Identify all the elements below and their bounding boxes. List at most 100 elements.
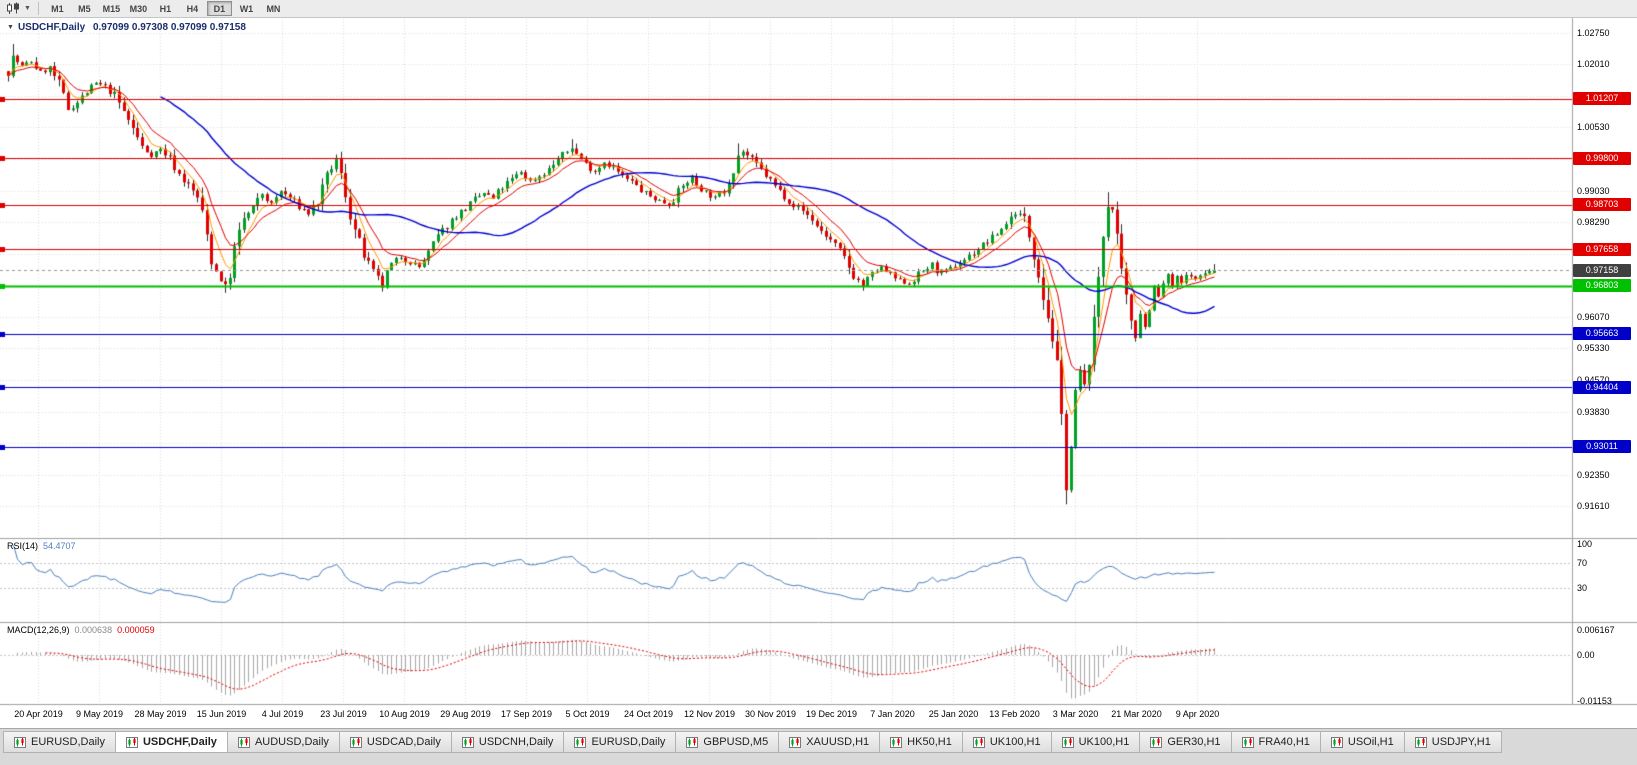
date-axis-tick: 7 Jan 2020 xyxy=(870,709,915,719)
chart-tab-icon xyxy=(237,736,250,748)
chart-tab-5[interactable]: EURUSD,Daily xyxy=(564,731,677,753)
chart-tab-icon xyxy=(461,736,474,748)
macd-axis-tick: 0.006167 xyxy=(1577,625,1615,636)
chart-tab-10[interactable]: UK100,H1 xyxy=(1051,731,1141,753)
timeframe-button-h1[interactable]: H1 xyxy=(159,3,172,14)
chart-tab-8[interactable]: HK50,H1 xyxy=(880,731,963,753)
price-level-badge-099800: 0.99800 xyxy=(1573,151,1631,165)
chart-tab-0[interactable]: EURUSD,Daily xyxy=(3,731,116,753)
date-axis-tick: 17 Sep 2019 xyxy=(500,709,553,719)
price-chart-canvas[interactable] xyxy=(0,0,1637,728)
timeframe-button-group: M1 M5 M15 M30 H1 H4 D1 W1 MN xyxy=(44,1,287,16)
chart-tab-label: XAUUSD,H1 xyxy=(806,736,870,748)
chart-tab-icon xyxy=(686,736,699,748)
macd-axis-tick: 0.00 xyxy=(1577,650,1595,660)
price-axis-tick: 0.99030 xyxy=(1577,185,1610,196)
date-axis-tick: 23 Jul 2019 xyxy=(320,709,367,719)
date-axis-tick: 9 Apr 2020 xyxy=(1175,709,1220,719)
price-axis-tick: 1.02010 xyxy=(1577,59,1610,70)
chart-tab-label: USDCHF,Daily xyxy=(142,736,217,748)
candlestick-chart-icon[interactable] xyxy=(4,1,23,17)
date-axis-tick: 12 Nov 2019 xyxy=(683,709,736,719)
chart-tab-icon xyxy=(1414,736,1427,748)
chevron-down-icon[interactable]: ▼ xyxy=(24,5,31,12)
timeframe-button-mn[interactable]: MN xyxy=(266,3,281,14)
chart-tab-label: GBPUSD,M5 xyxy=(703,736,769,748)
date-axis-tick: 24 Oct 2019 xyxy=(623,709,674,719)
date-axis-tick: 19 Dec 2019 xyxy=(805,709,858,719)
date-axis-tick: 30 Nov 2019 xyxy=(744,709,797,719)
date-axis-tick: 25 Jan 2020 xyxy=(928,709,979,719)
macd-axis-tick: -0.01153 xyxy=(1577,696,1612,707)
price-axis-tick: 0.95330 xyxy=(1577,343,1610,354)
price-level-badge-095663: 0.95663 xyxy=(1573,327,1631,341)
chart-tab-2[interactable]: AUDUSD,Daily xyxy=(227,731,340,753)
rsi-value: 54.4707 xyxy=(43,541,76,551)
chart-tab-14[interactable]: USDJPY,H1 xyxy=(1404,731,1502,753)
date-axis-tick: 20 Apr 2019 xyxy=(14,709,63,719)
rsi-name: RSI(14) xyxy=(7,541,39,551)
chart-tab-label: USDJPY,H1 xyxy=(1431,736,1491,748)
price-level-badge-098703: 0.98703 xyxy=(1573,198,1631,212)
date-axis-tick: 15 Jun 2019 xyxy=(196,709,247,719)
chart-tab-3[interactable]: USDCAD,Daily xyxy=(339,731,452,753)
toolbar: ▼ M1 M5 M15 M30 H1 H4 D1 W1 MN xyxy=(0,0,1637,18)
price-axis-tick: 1.02750 xyxy=(1577,28,1610,38)
current-price-badge: 0.97158 xyxy=(1573,263,1631,277)
chart-tab-icon xyxy=(890,736,903,748)
chart-tab-icon xyxy=(574,736,587,748)
chart-tab-bar: EURUSD,Daily USDCHF,Daily AUDUSD,Daily USDC… xyxy=(0,728,1637,765)
chart-tab-9[interactable]: UK100,H1 xyxy=(962,731,1052,753)
symbol-period-label: USDCHF,Daily xyxy=(17,22,86,33)
chart-tab-12[interactable]: FRA40,H1 xyxy=(1231,731,1321,753)
macd-name: MACD(12,26,9) xyxy=(7,625,70,635)
ohlc-values: 0.97099 0.97308 0.97099 0.97158 xyxy=(92,22,246,33)
chart-tab-label: USDCAD,Daily xyxy=(366,736,441,748)
macd-signal-value: 0.000059 xyxy=(117,625,155,635)
rsi-axis-tick: 30 xyxy=(1577,582,1588,593)
chart-tab-label: UK100,H1 xyxy=(1078,736,1130,748)
chart-tab-icon xyxy=(1061,736,1074,748)
timeframe-button-h4[interactable]: H4 xyxy=(186,3,199,14)
chart-tab-label: GER30,H1 xyxy=(1167,736,1221,748)
chart-tab-4[interactable]: USDCNH,Daily xyxy=(451,731,565,753)
price-axis-tick: 0.98290 xyxy=(1577,217,1610,228)
chart-tab-icon xyxy=(789,736,802,748)
price-level-badge-097658: 0.97658 xyxy=(1573,242,1631,256)
price-level-badge-093011: 0.93011 xyxy=(1573,440,1631,454)
chart-tab-icon xyxy=(14,736,26,748)
macd-main-value: 0.000638 xyxy=(74,625,113,635)
chart-tab-label: EURUSD,Daily xyxy=(31,736,105,748)
timeframe-button-m30[interactable]: M30 xyxy=(129,3,148,14)
chart-tab-7[interactable]: XAUUSD,H1 xyxy=(779,731,881,753)
chart-tab-icon xyxy=(972,736,985,748)
date-axis-tick: 21 Mar 2020 xyxy=(1111,709,1162,719)
chart-tab-label: HK50,H1 xyxy=(907,736,952,748)
chart-tab-label: USOil,H1 xyxy=(1347,736,1394,748)
rsi-axis-tick: 70 xyxy=(1577,557,1588,568)
chart-tab-11[interactable]: GER30,H1 xyxy=(1140,731,1232,753)
price-axis-tick: 0.91610 xyxy=(1577,501,1610,511)
macd-indicator-label: MACD(12,26,9) 0.000638 0.000059 xyxy=(7,625,155,635)
chart-tab-icon xyxy=(1241,736,1254,748)
timeframe-button-m1[interactable]: M1 xyxy=(51,3,64,14)
chart-tab-6[interactable]: GBPUSD,M5 xyxy=(676,731,780,753)
chart-tab-13[interactable]: USOil,H1 xyxy=(1320,731,1405,753)
price-axis-tick: 1.00530 xyxy=(1577,122,1610,133)
price-axis-tick: 0.96070 xyxy=(1577,311,1610,322)
timeframe-button-w1[interactable]: W1 xyxy=(239,3,254,14)
date-axis-tick: 10 Aug 2019 xyxy=(379,709,430,719)
date-axis-tick: 4 Jul 2019 xyxy=(261,709,304,719)
collapse-triangle-icon[interactable]: ▼ xyxy=(7,24,14,31)
rsi-axis-tick: 100 xyxy=(1577,539,1593,550)
timeframe-button-m5[interactable]: M5 xyxy=(78,3,91,14)
date-axis-tick: 5 Oct 2019 xyxy=(565,709,610,719)
chart-tab-icon xyxy=(349,736,362,748)
chart-tab-1[interactable]: USDCHF,Daily xyxy=(115,731,228,753)
price-axis-tick: 0.92350 xyxy=(1577,469,1610,480)
timeframe-button-d1[interactable]: D1 xyxy=(206,1,232,16)
date-axis-tick: 13 Feb 2020 xyxy=(989,709,1040,719)
timeframe-button-m15[interactable]: M15 xyxy=(102,3,121,14)
date-axis-tick: 9 May 2019 xyxy=(75,709,124,719)
